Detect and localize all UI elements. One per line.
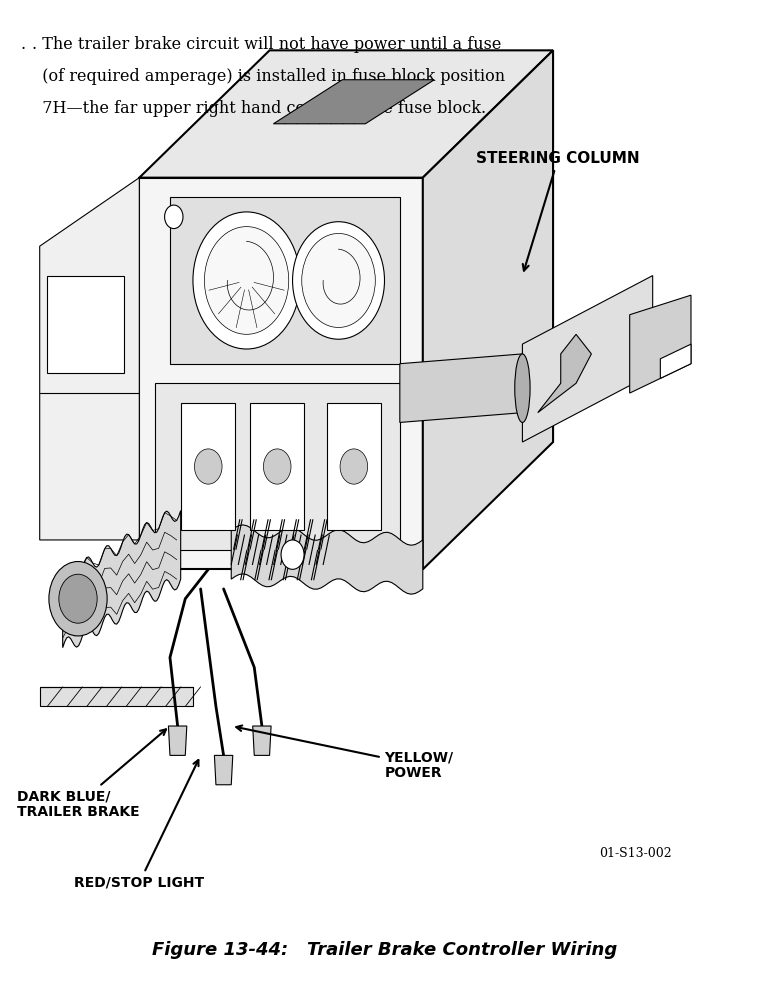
Text: DARK BLUE/
TRAILER BRAKE: DARK BLUE/ TRAILER BRAKE	[17, 730, 166, 819]
Polygon shape	[155, 383, 400, 550]
Text: 01-S13-002: 01-S13-002	[599, 846, 671, 860]
Polygon shape	[139, 50, 553, 178]
Polygon shape	[40, 178, 139, 540]
Polygon shape	[168, 726, 187, 755]
Circle shape	[165, 205, 183, 229]
Polygon shape	[423, 50, 553, 570]
Text: . The trailer brake circuit will not have power until a fuse: . The trailer brake circuit will not hav…	[32, 35, 501, 53]
Polygon shape	[251, 403, 304, 530]
Circle shape	[301, 234, 375, 327]
Polygon shape	[274, 80, 434, 124]
Circle shape	[195, 449, 222, 484]
Text: STEERING COLUMN: STEERING COLUMN	[477, 150, 640, 271]
Text: .: .	[21, 35, 25, 53]
Circle shape	[340, 449, 368, 484]
Polygon shape	[400, 354, 522, 422]
Circle shape	[281, 540, 304, 570]
Polygon shape	[538, 334, 591, 412]
Polygon shape	[48, 276, 124, 373]
Circle shape	[59, 574, 97, 624]
Ellipse shape	[514, 354, 530, 422]
Text: RED/STOP LIGHT: RED/STOP LIGHT	[75, 760, 205, 890]
Polygon shape	[181, 403, 235, 530]
Polygon shape	[63, 511, 181, 648]
Text: YELLOW/
POWER: YELLOW/ POWER	[236, 726, 454, 781]
Polygon shape	[40, 686, 193, 706]
Circle shape	[193, 212, 300, 349]
Circle shape	[49, 562, 107, 636]
Polygon shape	[522, 276, 653, 442]
Polygon shape	[253, 726, 271, 755]
Polygon shape	[661, 344, 691, 378]
Text: 7H—the far upper right hand corner of the fuse block.: 7H—the far upper right hand corner of th…	[32, 100, 486, 117]
Circle shape	[292, 222, 384, 339]
Polygon shape	[170, 197, 400, 363]
Polygon shape	[215, 755, 233, 785]
Circle shape	[205, 227, 288, 334]
Polygon shape	[139, 178, 423, 570]
Polygon shape	[327, 403, 381, 530]
Circle shape	[264, 449, 291, 484]
Text: Figure 13-44:   Trailer Brake Controller Wiring: Figure 13-44: Trailer Brake Controller W…	[151, 941, 618, 959]
Polygon shape	[231, 525, 423, 594]
Polygon shape	[630, 296, 691, 393]
Text: (of required amperage) is installed in fuse block position: (of required amperage) is installed in f…	[32, 68, 505, 85]
